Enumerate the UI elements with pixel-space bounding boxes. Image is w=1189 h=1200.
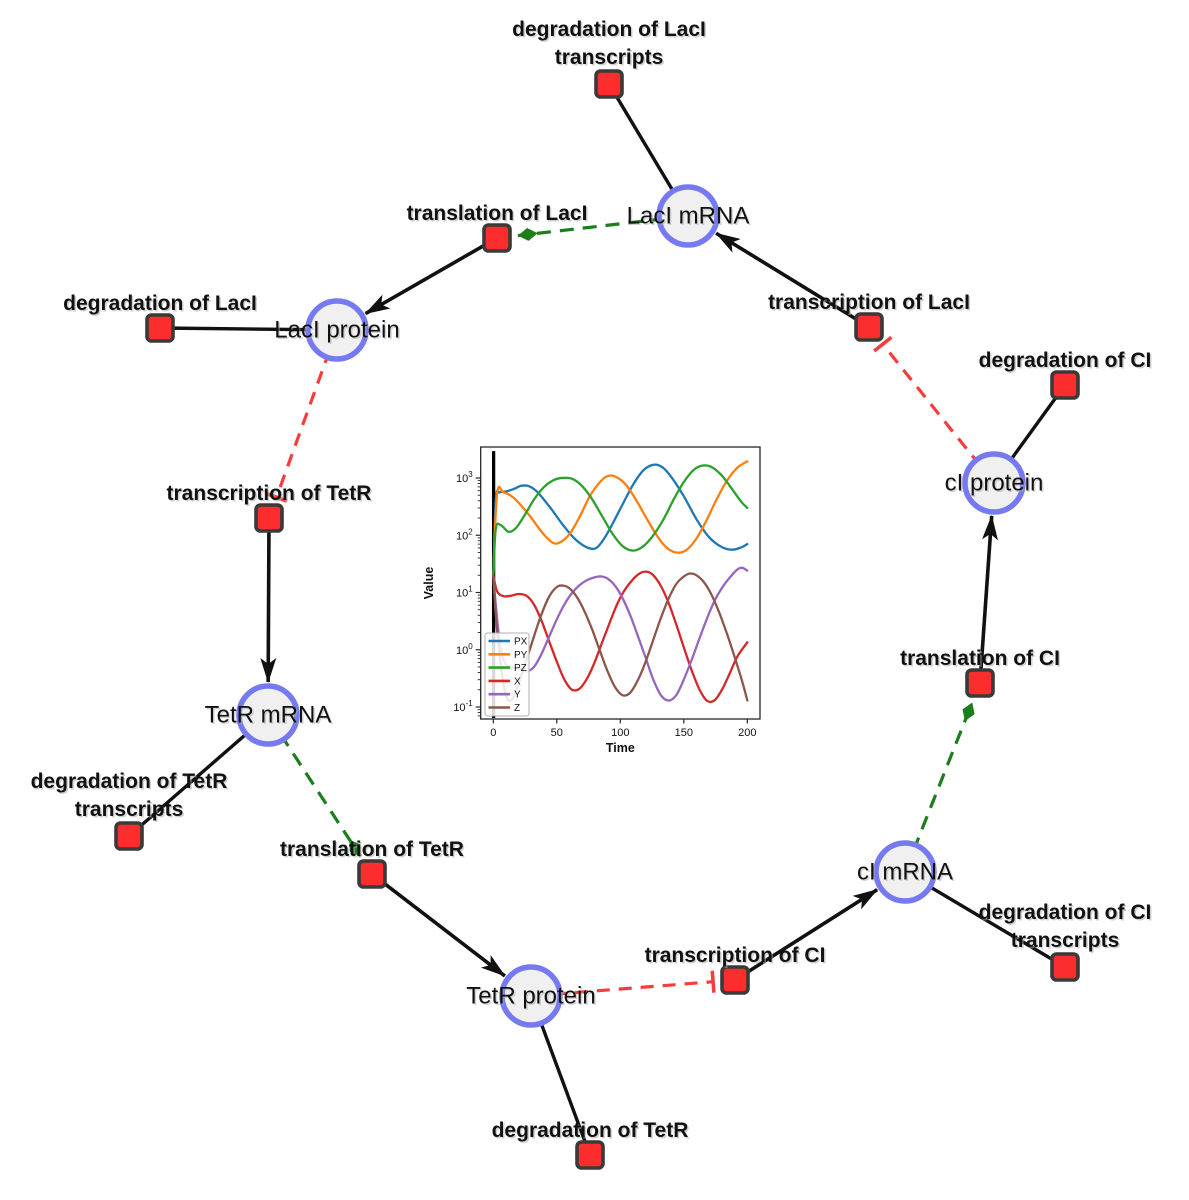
reaction-square xyxy=(854,312,884,342)
edge-product-transl-tetr-to-tetr-prot xyxy=(370,872,506,978)
reaction-square xyxy=(482,223,512,253)
species-circle xyxy=(962,451,1026,515)
series-line-x xyxy=(492,570,749,704)
legend-label-z: Z xyxy=(514,703,520,714)
reaction-label-transl-tetr: translation of TetR xyxy=(280,838,464,861)
reaction-square xyxy=(594,69,624,99)
reaction-node-deg-ci[interactable] xyxy=(1050,370,1080,400)
reaction-square xyxy=(145,313,175,343)
y-tick-label: 103 xyxy=(456,470,473,485)
nodes-layer xyxy=(114,69,1080,1170)
species-label-laci-mrna: LacI mRNA xyxy=(627,203,750,230)
edge-product-transl-laci-to-laci-prot xyxy=(364,236,498,316)
reaction-node-transc-ci[interactable] xyxy=(720,965,750,995)
reaction-square xyxy=(1050,370,1080,400)
x-axis-label: Time xyxy=(606,741,635,755)
species-label-laci-prot: LacI protein xyxy=(274,317,399,344)
reaction-label-deg-ci: degradation of CI xyxy=(979,349,1152,372)
reaction-node-deg-laci-tx[interactable] xyxy=(594,69,624,99)
reaction-square xyxy=(254,503,284,533)
series-line-pz xyxy=(492,464,749,577)
reaction-node-transl-ci[interactable] xyxy=(965,668,995,698)
inset-chart: 0 50 100 150 20010310210110010-1TimeValuePXP… xyxy=(422,435,774,757)
reaction-label-transl-laci: translation of LacI xyxy=(407,202,588,225)
species-node-ci-mrna[interactable] xyxy=(873,840,937,904)
reaction-label-deg-laci: degradation of LacI xyxy=(63,292,257,315)
reaction-node-deg-ci-tx[interactable] xyxy=(1050,952,1080,982)
x-tick-label: 100 xyxy=(611,727,629,739)
species-node-laci-prot[interactable] xyxy=(305,298,369,362)
edge-product-transc-ci-to-ci-mrna xyxy=(734,888,879,982)
species-circle xyxy=(656,184,720,248)
y-tick-label: 10-1 xyxy=(453,699,473,714)
reaction-node-deg-tetr[interactable] xyxy=(575,1140,605,1170)
reaction-label-deg-laci-tx: degradation of LacI transcripts xyxy=(512,18,706,69)
species-circle xyxy=(873,840,937,904)
reaction-label-transc-laci: transcription of LacI xyxy=(768,291,970,314)
y-axis-label: Value xyxy=(422,567,436,600)
reaction-node-deg-tetr-tx[interactable] xyxy=(114,821,144,851)
reaction-node-deg-laci[interactable] xyxy=(145,313,175,343)
species-label-tetr-prot: TetR protein xyxy=(466,983,595,1010)
reaction-label-transc-tetr: transcription of TetR xyxy=(167,482,372,505)
x-tick-label: 0 xyxy=(490,727,496,739)
legend-label-y: Y xyxy=(514,690,521,701)
species-label-ci-prot: cI protein xyxy=(945,470,1044,497)
y-tick-label: 101 xyxy=(456,585,473,600)
series-line-py xyxy=(492,460,749,577)
legend-label-py: PY xyxy=(514,650,528,661)
species-node-tetr-prot[interactable] xyxy=(499,964,563,1028)
reaction-square xyxy=(965,668,995,698)
species-node-tetr-mrna[interactable] xyxy=(236,683,300,747)
reaction-label-deg-tetr-tx: degradation of TetR transcripts xyxy=(31,770,228,821)
species-circle xyxy=(499,964,563,1028)
reaction-square xyxy=(114,821,144,851)
labels-layer: LacI mRNA LacI protein TetR mRNA TetR prote… xyxy=(31,18,1152,1142)
species-node-laci-mrna[interactable] xyxy=(656,184,720,248)
species-label-ci-mrna: cI mRNA xyxy=(857,859,953,886)
reaction-node-transc-laci[interactable] xyxy=(854,312,884,342)
reaction-square xyxy=(575,1140,605,1170)
reaction-square xyxy=(1050,952,1080,982)
reaction-label-deg-ci-tx: degradation of CI transcripts xyxy=(979,901,1152,952)
species-node-ci-prot[interactable] xyxy=(962,451,1026,515)
legend-label-x: X xyxy=(514,676,521,687)
edge-product-transc-tetr-to-tetr-mrna xyxy=(260,517,277,684)
reaction-node-transl-tetr[interactable] xyxy=(357,859,387,889)
reaction-square xyxy=(720,965,750,995)
x-tick-label: 150 xyxy=(675,727,693,739)
species-circle xyxy=(305,298,369,362)
edge-product-transl-ci-to-ci-prot xyxy=(978,514,999,684)
edge-product-transc-laci-to-laci-mrna xyxy=(715,231,870,329)
reaction-node-transc-tetr[interactable] xyxy=(254,503,284,533)
chart-legend: PX PY PZ XYZ xyxy=(484,632,530,717)
species-circle xyxy=(236,683,300,747)
reaction-square xyxy=(357,859,387,889)
series-line-px xyxy=(492,463,749,577)
x-tick-label: 200 xyxy=(738,727,756,739)
reaction-label-transc-ci: transcription of CI xyxy=(645,944,826,967)
x-tick-label: 50 xyxy=(551,727,563,739)
reaction-label-transl-ci: translation of CI xyxy=(900,647,1060,670)
y-tick-label: 102 xyxy=(456,527,473,542)
legend-label-px: PX xyxy=(514,637,528,648)
y-tick-label: 100 xyxy=(456,642,473,657)
legend-label-pz: PZ xyxy=(514,663,527,674)
species-label-tetr-mrna: TetR mRNA xyxy=(205,702,332,729)
reaction-node-transl-laci[interactable] xyxy=(482,223,512,253)
reaction-label-deg-tetr: degradation of TetR xyxy=(492,1119,689,1142)
